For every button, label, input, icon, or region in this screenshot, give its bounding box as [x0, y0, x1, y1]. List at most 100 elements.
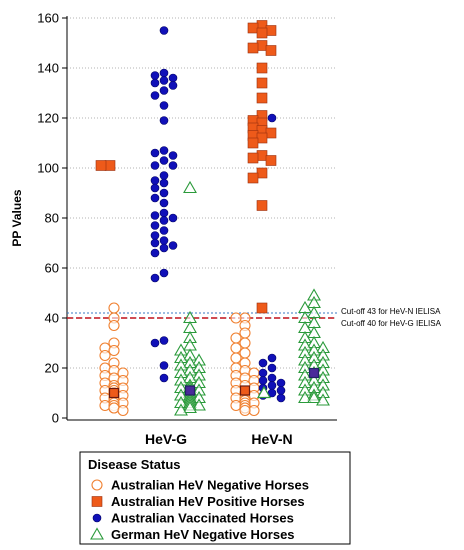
data-point [230, 332, 242, 344]
data-point [108, 344, 120, 357]
data-point [256, 132, 268, 144]
legend-entry: Australian HeV Positive Horses [111, 494, 305, 509]
legend-box [79, 451, 351, 545]
data-point [159, 188, 169, 198]
data-point [150, 71, 160, 80]
y-tick-label: 40 [45, 311, 59, 326]
data-point [265, 45, 277, 56]
data-point [168, 81, 178, 90]
data-point [168, 161, 178, 170]
legend: Disease Status Australian HeV Negative H… [79, 451, 351, 545]
data-point [247, 137, 259, 149]
data-point [159, 243, 169, 253]
data-point [316, 393, 330, 406]
data-point [256, 302, 268, 314]
data-point [239, 327, 251, 339]
data-point [150, 273, 160, 283]
data-point [159, 86, 169, 95]
data-point [247, 22, 259, 34]
mean-markers [108, 367, 320, 399]
data-point [150, 183, 160, 193]
data-point [258, 368, 268, 378]
data-point [276, 386, 286, 395]
data-point [159, 236, 169, 245]
y-axis-title: PP Values [10, 189, 24, 246]
legend-marker [92, 513, 102, 523]
data-point [265, 127, 277, 139]
data-point [267, 113, 277, 123]
data-point [256, 77, 268, 89]
data-point [168, 73, 178, 83]
data-point [192, 398, 206, 411]
data-point [150, 221, 160, 230]
data-point [174, 403, 188, 416]
data-point [159, 68, 169, 78]
data-point [230, 352, 242, 364]
data-point [108, 402, 120, 414]
mean-marker [308, 367, 320, 379]
data-point [168, 213, 178, 223]
data-point [247, 152, 259, 164]
data-point [267, 363, 277, 373]
data-point [256, 27, 268, 39]
data-point [258, 358, 268, 368]
data-point [265, 25, 277, 36]
data-point [117, 404, 129, 417]
data-point [276, 378, 286, 388]
cutoff-label: Cut-off 43 for HeV-N IELISA [341, 307, 441, 316]
data-point [159, 146, 169, 155]
data-point [150, 338, 160, 348]
cutoff-lines: Cut-off 43 for HeV-N IELISA Cut-off 40 fo… [67, 307, 442, 328]
data-point [247, 42, 259, 54]
legend-entry: Australian HeV Negative Horses [111, 478, 309, 493]
data-point [168, 241, 178, 250]
axes [66, 16, 337, 421]
data-point [168, 151, 178, 160]
legend-marker [90, 527, 104, 540]
data-point [159, 171, 169, 180]
data-point [256, 92, 268, 104]
data-point [276, 393, 286, 403]
data-point [256, 62, 268, 74]
category-labels: HeV-G HeV-N [145, 431, 293, 447]
data-point [95, 160, 107, 171]
data-point [108, 319, 120, 332]
y-tick-label: 160 [37, 11, 59, 26]
data-point [99, 349, 111, 362]
data-point [256, 200, 268, 211]
data-point [150, 248, 160, 258]
data-point [256, 150, 268, 161]
y-tick-label: 20 [45, 361, 59, 376]
data-point [159, 208, 169, 218]
data-point [267, 381, 277, 390]
y-tick-label: 100 [37, 161, 59, 176]
data-point [159, 336, 169, 345]
data-point [150, 78, 160, 88]
data-point [159, 373, 169, 383]
mean-marker [256, 385, 272, 399]
y-tick-label: 80 [45, 211, 59, 226]
data-point [150, 231, 160, 240]
data-point [150, 148, 160, 158]
data-point [247, 172, 259, 184]
data-point [150, 211, 160, 220]
data-point [108, 302, 120, 314]
data-point [159, 76, 169, 85]
data-point [267, 353, 277, 363]
data-point [159, 116, 169, 125]
data-point [159, 268, 169, 278]
data-point [104, 160, 116, 171]
data-point [267, 373, 277, 383]
y-tick-label: 60 [45, 261, 59, 276]
data-point [159, 156, 169, 165]
data-point [159, 216, 169, 225]
cutoff-label: Cut-off 40 for HeV-G IELISA [341, 319, 442, 328]
data-point [298, 390, 312, 404]
category-label: HeV-N [251, 431, 292, 447]
data-point [307, 390, 321, 404]
data-point [159, 226, 169, 235]
data-point [150, 238, 160, 248]
data-point [159, 178, 169, 188]
category-label: HeV-G [145, 431, 187, 447]
